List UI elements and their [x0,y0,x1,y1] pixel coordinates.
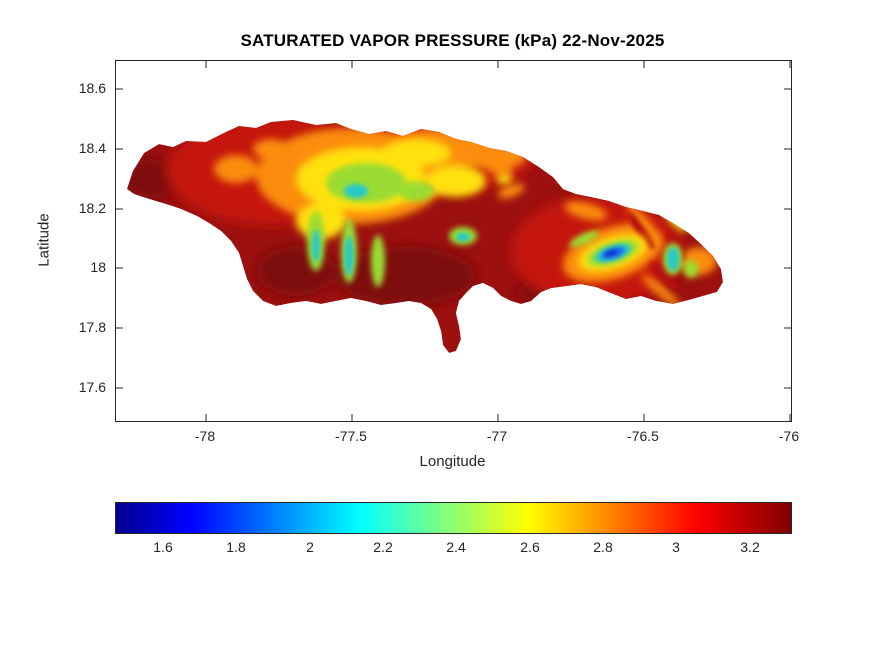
y-tick-label: 18.2 [78,200,106,216]
y-tick-label: 18 [90,259,106,275]
colorbar-tick-label: 2.4 [446,539,466,555]
x-tick-label: -76.5 [627,428,659,444]
colorbar-tick-label: 1.6 [153,539,173,555]
colorbar-tick-label: 2.6 [520,539,540,555]
colorbar-tick-label: 2.2 [373,539,393,555]
map-layer-blue [601,246,625,260]
plot-area [115,60,792,422]
colorbar [115,502,792,534]
x-tick-label: -77.5 [335,428,367,444]
jamaica-map [116,61,791,421]
x-axis-label: Longitude [419,453,486,470]
y-tick-label: 18.6 [78,80,106,96]
x-tick-label: -77 [486,428,508,444]
colorbar-tick-label: 2.8 [593,539,613,555]
y-tick-label: 18.4 [78,140,106,156]
chart-title: SATURATED VAPOR PRESSURE (kPa) 22-Nov-20… [240,31,665,50]
axis-ticks [116,61,791,421]
x-tick-label: -76 [778,428,800,444]
x-tick-label: -78 [194,428,216,444]
y-tick-label: 17.6 [78,379,106,395]
y-tick-label: 17.8 [78,319,106,335]
colorbar-tick-label: 2 [306,539,314,555]
colorbar-tick-label: 1.8 [226,539,246,555]
colorbar-tick-label: 3.2 [740,539,760,555]
colorbar-tick-label: 3 [672,539,680,555]
